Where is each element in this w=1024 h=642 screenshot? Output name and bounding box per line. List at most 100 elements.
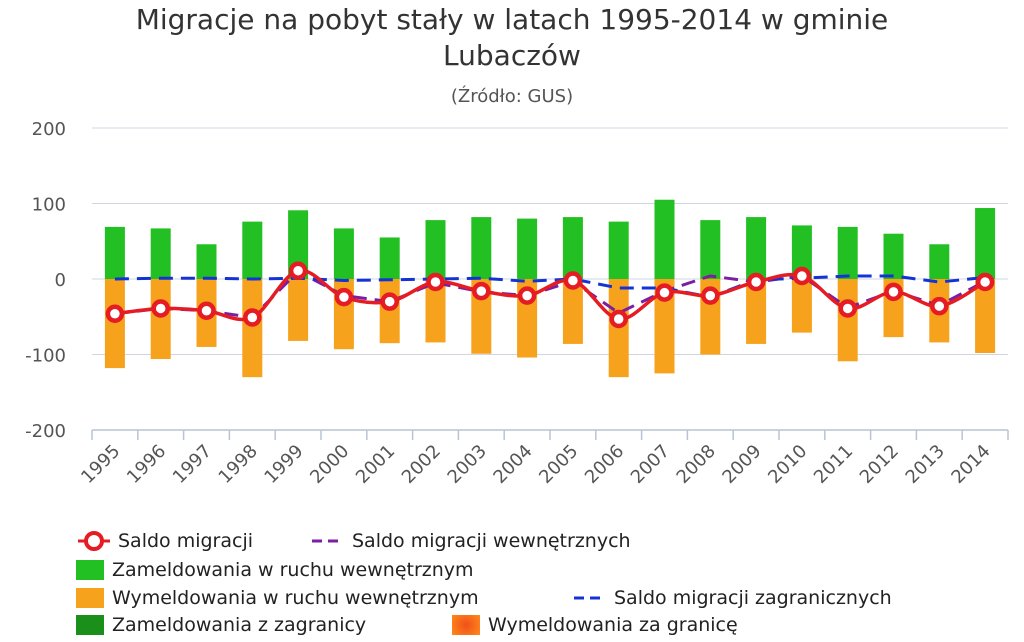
bar [791, 225, 812, 279]
y-tick-label: 0 [55, 270, 66, 291]
legend-label: Wymeldowania w ruchu wewnętrznym [112, 587, 479, 609]
bar [883, 233, 904, 279]
y-tick-label: -100 [25, 346, 66, 367]
data-point [563, 271, 583, 290]
x-tick-label: 2012 [856, 441, 903, 488]
legend-item-wymeldowania-zagr[interactable]: Wymeldowania za granicę [452, 614, 738, 636]
data-point [334, 287, 354, 307]
data-point [701, 286, 720, 305]
bar [837, 279, 858, 362]
legend-label: Saldo migracji [118, 530, 254, 552]
bar [379, 237, 400, 279]
bar [746, 217, 767, 279]
data-point [105, 304, 125, 323]
data-point [838, 299, 857, 318]
series-line-dashed [114, 274, 986, 299]
data-point [884, 282, 903, 302]
legend-label: Zameldowania w ruchu wewnętrznym [112, 559, 474, 581]
y-tick-label: -200 [25, 421, 66, 442]
bar [242, 279, 263, 378]
legend-marker-orange [76, 588, 104, 608]
legend-marker-darkgreen [76, 615, 104, 635]
data-point [792, 266, 812, 286]
bar [791, 279, 812, 333]
legend-item-zameldowania-zagr[interactable]: Zameldowania z zagranicy [76, 614, 366, 636]
data-point [380, 292, 399, 311]
bar [104, 279, 125, 369]
bar [333, 228, 354, 279]
x-tick-label: 1997 [169, 441, 216, 488]
bar [517, 218, 538, 279]
x-tick-label: 2008 [673, 441, 720, 488]
x-tick-label: 2005 [535, 441, 582, 488]
bar [654, 279, 675, 374]
x-tick-label: 2001 [352, 441, 399, 488]
legend-marker-green [76, 560, 104, 580]
bar [654, 199, 675, 279]
legend-label: Wymeldowania za granicę [488, 614, 738, 636]
legend-item-saldo-migracji[interactable]: Saldo migracji [78, 530, 253, 552]
chart-title: Migracje na pobyt stały w latach 1995-20… [135, 3, 889, 72]
data-point [930, 296, 949, 316]
data-point [975, 272, 995, 292]
legend-item-saldo-wewnetrznych[interactable]: Saldo migracji wewnętrznych [312, 530, 631, 552]
data-point [197, 301, 216, 320]
chart-subtitle: (Źródło: GUS) [450, 86, 574, 107]
x-tick-label: 2000 [306, 441, 353, 488]
x-tick-label: 1998 [215, 441, 262, 488]
legend-item-zameldowania-wewn[interactable]: Zameldowania w ruchu wewnętrznym [76, 559, 474, 581]
bar [150, 228, 171, 279]
series-line-dashed [114, 269, 986, 320]
x-tick-label: 2014 [947, 441, 994, 488]
legend-label: Saldo migracji zagranicznych [614, 587, 892, 609]
bar [196, 244, 217, 279]
data-point [746, 272, 766, 292]
y-tick-label: 200 [32, 119, 66, 140]
bar [150, 279, 171, 360]
bar [837, 226, 858, 279]
x-tick-label: 2003 [444, 441, 491, 488]
bar [104, 226, 125, 279]
legend-label: Zameldowania z zagranicy [112, 614, 367, 636]
bar [975, 208, 996, 279]
data-point [243, 308, 262, 327]
legend-item-wymeldowania-wewn[interactable]: Wymeldowania w ruchu wewnętrznym [76, 587, 479, 609]
legend-marker-saldo [78, 530, 110, 552]
legend-item-saldo-zagranicznych[interactable]: Saldo migracji zagranicznych [574, 587, 892, 609]
data-point [609, 309, 628, 329]
chart-plot: 2001000-100-2001995199619971998199920002… [25, 119, 1009, 488]
x-tick-label: 1996 [123, 441, 170, 488]
x-tick-label: 2004 [489, 441, 536, 488]
x-tick-label: 1999 [260, 441, 307, 488]
bar [608, 221, 629, 279]
x-tick-label: 2013 [902, 441, 949, 488]
data-point [655, 283, 674, 302]
y-tick-label: 100 [32, 195, 66, 216]
legend-label: Saldo migracji wewnętrznych [352, 530, 631, 552]
bar [562, 279, 583, 344]
x-tick-label: 2009 [718, 441, 765, 488]
bar [471, 217, 492, 279]
data-point [288, 261, 308, 280]
x-tick-label: 1995 [77, 441, 124, 488]
x-tick-label: 2002 [398, 441, 445, 488]
legend-marker-dash-purple [312, 530, 344, 552]
bar [425, 220, 446, 279]
bar [975, 279, 996, 353]
bar [700, 220, 721, 279]
bar [746, 279, 767, 344]
data-point [517, 286, 537, 305]
x-tick-label: 2011 [810, 441, 857, 488]
data-point [472, 281, 491, 301]
x-tick-label: 2010 [764, 441, 811, 488]
bar [288, 210, 309, 279]
bar [425, 279, 446, 343]
legend-marker-red [452, 615, 480, 635]
bar [929, 244, 950, 279]
x-tick-label: 2006 [581, 441, 628, 488]
x-tick-label: 2007 [627, 441, 674, 488]
bar [562, 217, 583, 279]
bar [242, 221, 263, 279]
legend-marker-dash-blue [574, 587, 606, 609]
bar [288, 279, 309, 341]
